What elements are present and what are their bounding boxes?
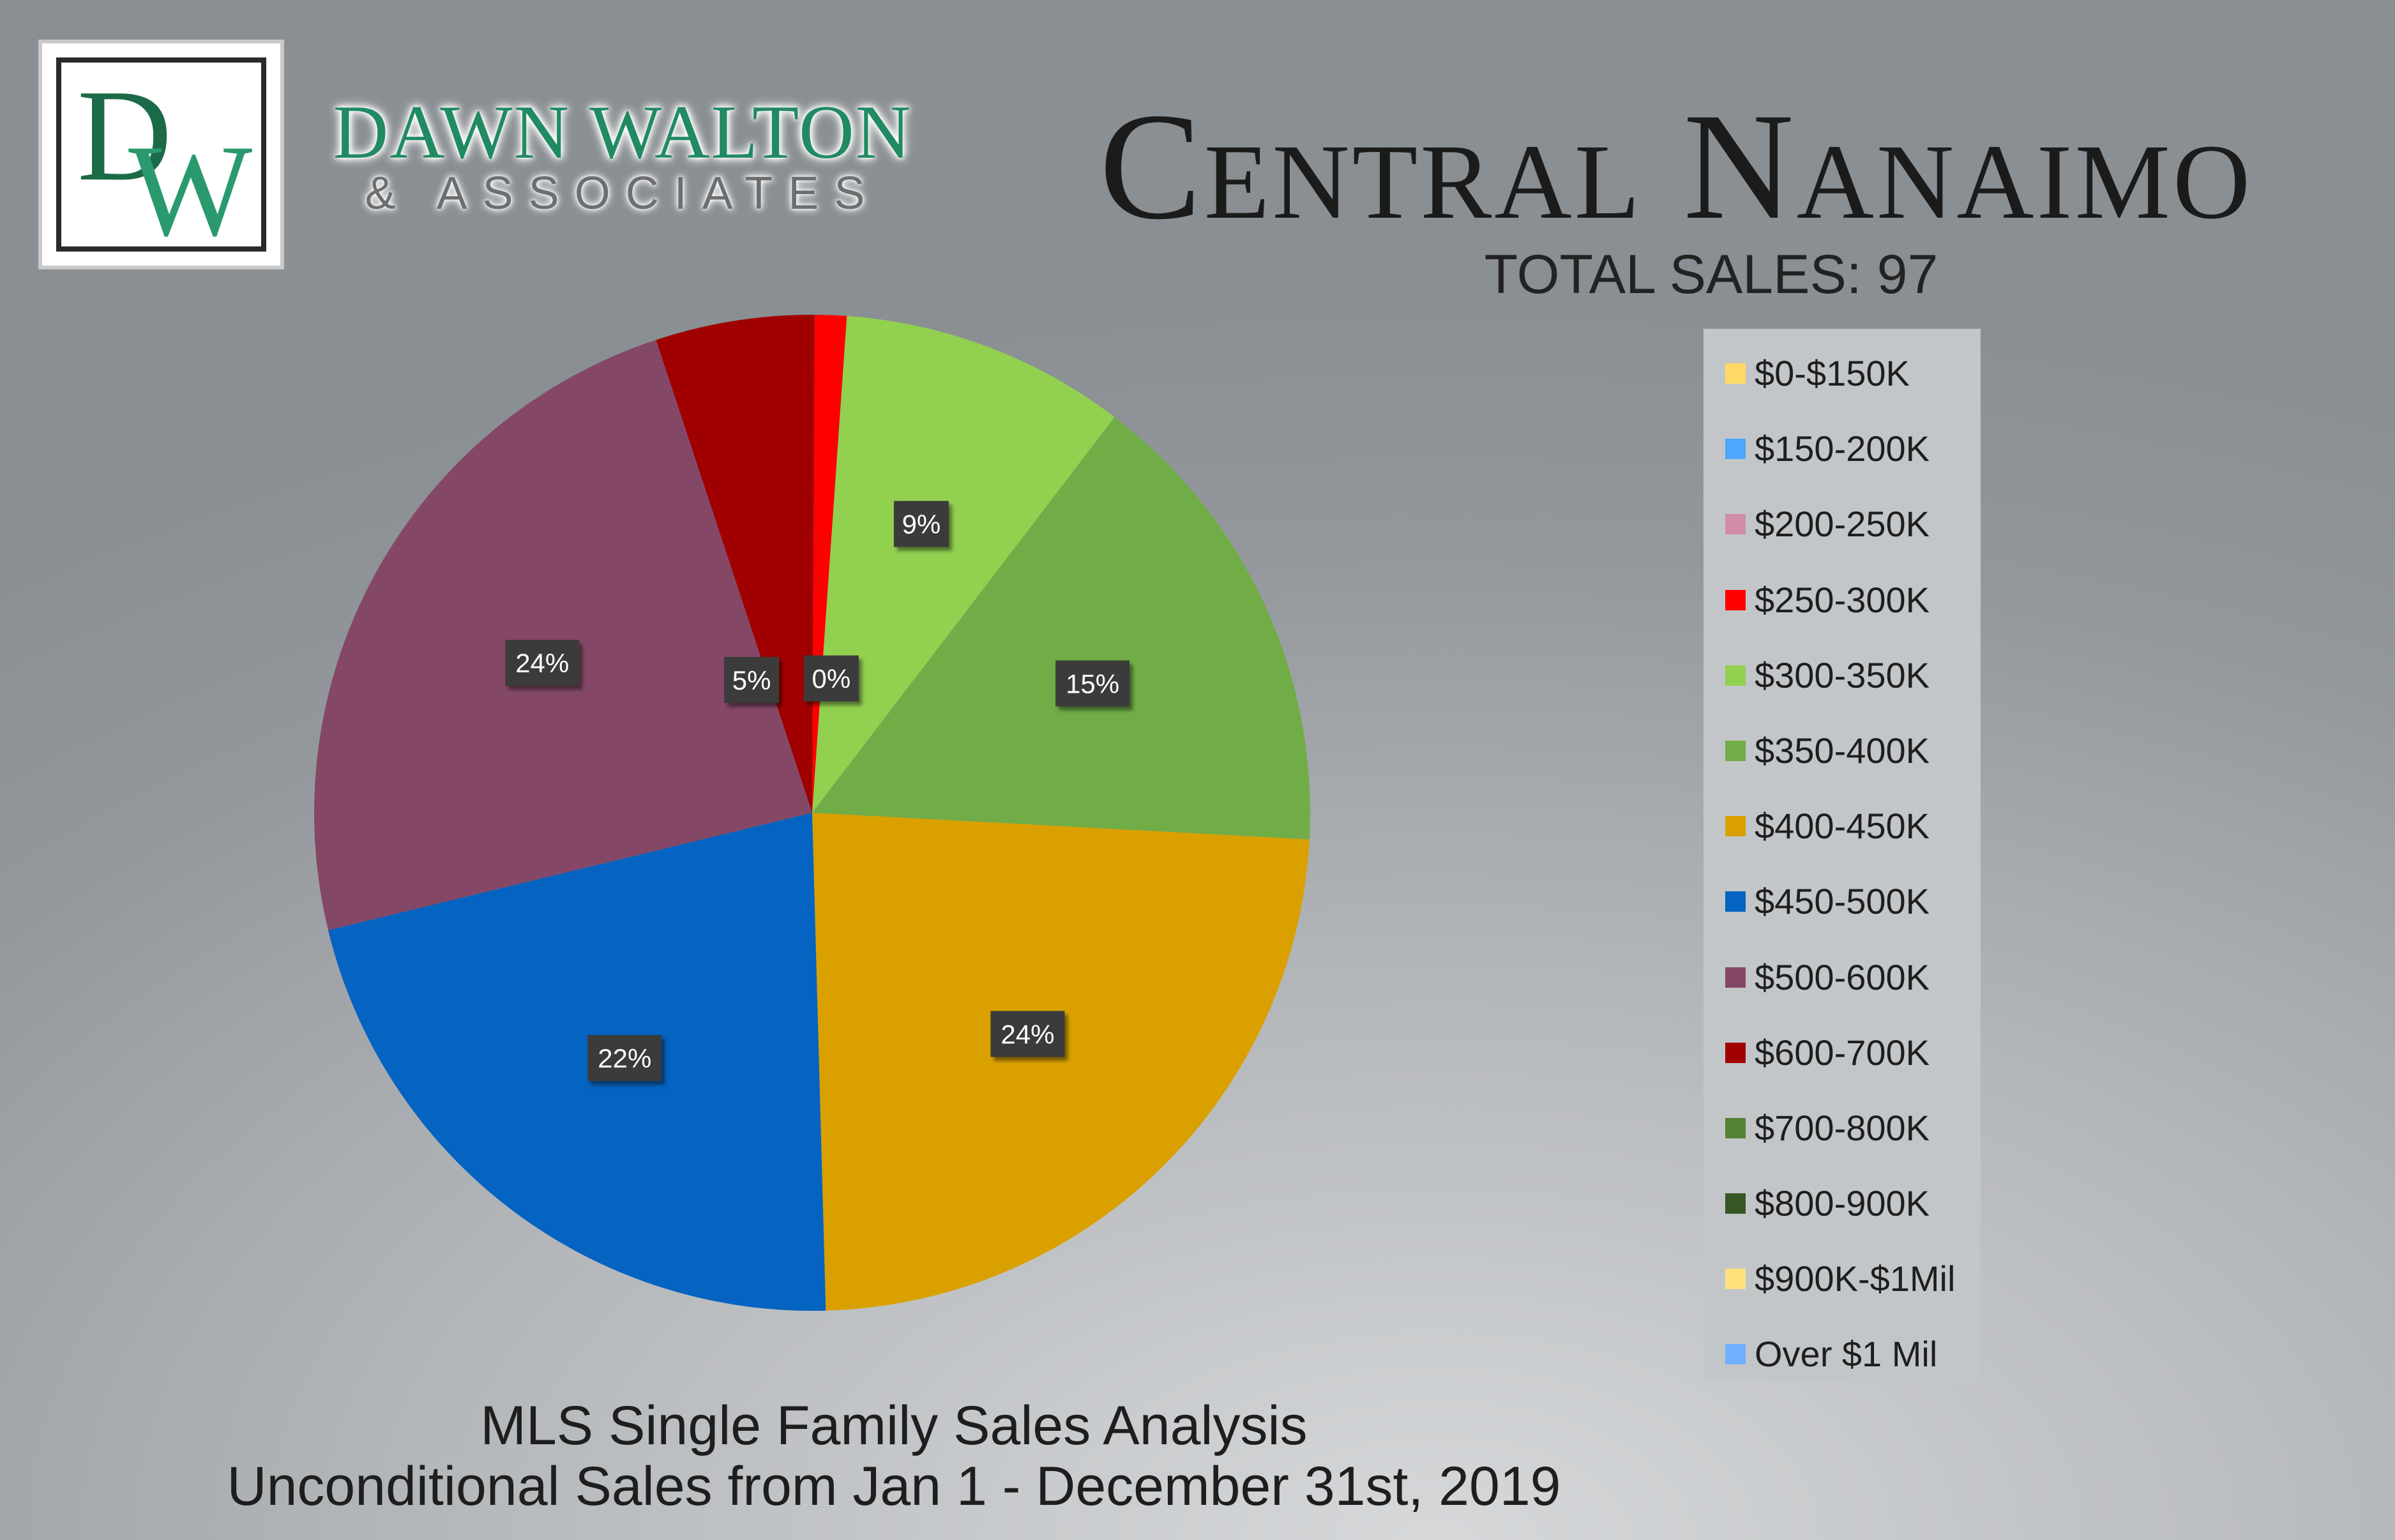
pie-data-labels: 0% 9% 15% 24% 22% 24% 5%	[505, 501, 1130, 1082]
logo-letter-d: D	[77, 63, 172, 208]
pie-slice-6	[812, 417, 1310, 840]
legend-swatch	[1725, 439, 1746, 460]
data-label-box	[893, 501, 949, 547]
footer-line-2: Unconditional Sales from Jan 1 - Decembe…	[227, 1456, 1561, 1517]
legend-swatch	[1725, 1193, 1746, 1214]
pie-slices	[314, 314, 1310, 1311]
legend-item: $800-900K	[1704, 1177, 1981, 1252]
legend-label: $150-200K	[1755, 428, 1930, 469]
chart-legend: $0-$150K $150-200K $200-250K $250-300K $300-…	[1704, 329, 1981, 1381]
legend-label: $250-300K	[1755, 579, 1930, 620]
total-sales: TOTAL SALES: 97	[1484, 244, 1938, 305]
legend-label: $600-700K	[1755, 1032, 1930, 1073]
data-label-box	[505, 640, 580, 686]
chart-title: Central Nanaimo	[1099, 81, 2253, 251]
legend-swatch	[1725, 1117, 1746, 1138]
dw-monogram-icon: D W	[77, 63, 252, 246]
legend-label: $350-400K	[1755, 730, 1930, 771]
legend-item: Over $1 Mil	[1704, 1327, 1981, 1403]
legend-item: $0-$150K	[1704, 347, 1981, 422]
pie-data-label-5: 9%	[893, 501, 949, 547]
legend-swatch	[1725, 967, 1746, 988]
data-label-text: 0%	[812, 664, 851, 694]
data-label-box	[724, 656, 780, 703]
legend-item: $500-600K	[1704, 951, 1981, 1026]
legend-label: $0-$150K	[1755, 353, 1910, 393]
pie-slice-7	[812, 813, 1310, 1311]
legend-item: $700-800K	[1704, 1101, 1981, 1177]
legend-item: $200-250K	[1704, 497, 1981, 573]
data-label-text: 5%	[732, 665, 771, 695]
legend-item: $600-700K	[1704, 1026, 1981, 1101]
pie-data-label-9: 24%	[505, 640, 580, 686]
data-label-text: 24%	[515, 648, 569, 678]
data-label-box	[1055, 660, 1130, 707]
legend-swatch	[1725, 665, 1746, 686]
pie-data-label-6: 15%	[1055, 660, 1130, 707]
data-label-box	[803, 655, 859, 702]
legend-label: $700-800K	[1755, 1107, 1930, 1148]
legend-label: $900K-$1Mil	[1755, 1258, 1956, 1299]
legend-swatch	[1725, 1344, 1746, 1365]
data-label-text: 22%	[598, 1043, 651, 1073]
legend-item: $450-500K	[1704, 875, 1981, 950]
legend-swatch	[1725, 363, 1746, 384]
pie-data-label-10: 5%	[724, 656, 780, 703]
legend-label: $400-450K	[1755, 806, 1930, 847]
legend-swatch	[1725, 816, 1746, 837]
legend-label: Over $1 Mil	[1755, 1334, 1938, 1375]
legend-item: $400-450K	[1704, 799, 1981, 875]
legend-swatch	[1725, 589, 1746, 610]
legend-label: $450-500K	[1755, 881, 1930, 922]
legend-item: $350-400K	[1704, 724, 1981, 799]
data-label-text: 15%	[1066, 668, 1119, 698]
legend-label: $500-600K	[1755, 956, 1930, 997]
data-label-box	[587, 1035, 662, 1082]
legend-label: $800-900K	[1755, 1183, 1930, 1224]
legend-label: $200-250K	[1755, 504, 1930, 545]
data-label-box	[990, 1011, 1065, 1057]
pie-data-label-7: 24%	[990, 1011, 1065, 1057]
logo-monogram: D W	[56, 57, 266, 252]
data-label-text: 9%	[902, 510, 941, 540]
data-label-text: 24%	[1001, 1019, 1054, 1049]
footer-line-1: MLS Single Family Sales Analysis	[480, 1395, 1308, 1456]
pie-slice-8	[328, 813, 826, 1311]
legend-swatch	[1725, 891, 1746, 912]
brand-subname: & ASSOCIATES	[365, 168, 880, 219]
pie-slice-9	[314, 340, 812, 930]
legend-item: $900K-$1Mil	[1704, 1252, 1981, 1327]
legend-swatch	[1725, 1269, 1746, 1290]
pie-slice-5	[812, 315, 1115, 813]
legend-swatch	[1725, 740, 1746, 761]
legend-item: $300-350K	[1704, 649, 1981, 724]
logo-badge: D W	[38, 40, 284, 269]
legend-label: $300-350K	[1755, 654, 1930, 695]
legend-swatch	[1725, 514, 1746, 535]
pie-data-label-8: 22%	[587, 1035, 662, 1082]
pie-data-label-4: 0%	[803, 655, 859, 702]
logo-letter-w: W	[128, 118, 252, 246]
legend-item: $150-200K	[1704, 422, 1981, 497]
legend-swatch	[1725, 1042, 1746, 1063]
legend-item: $250-300K	[1704, 573, 1981, 649]
brand-name: DAWN WALTON	[333, 89, 912, 174]
